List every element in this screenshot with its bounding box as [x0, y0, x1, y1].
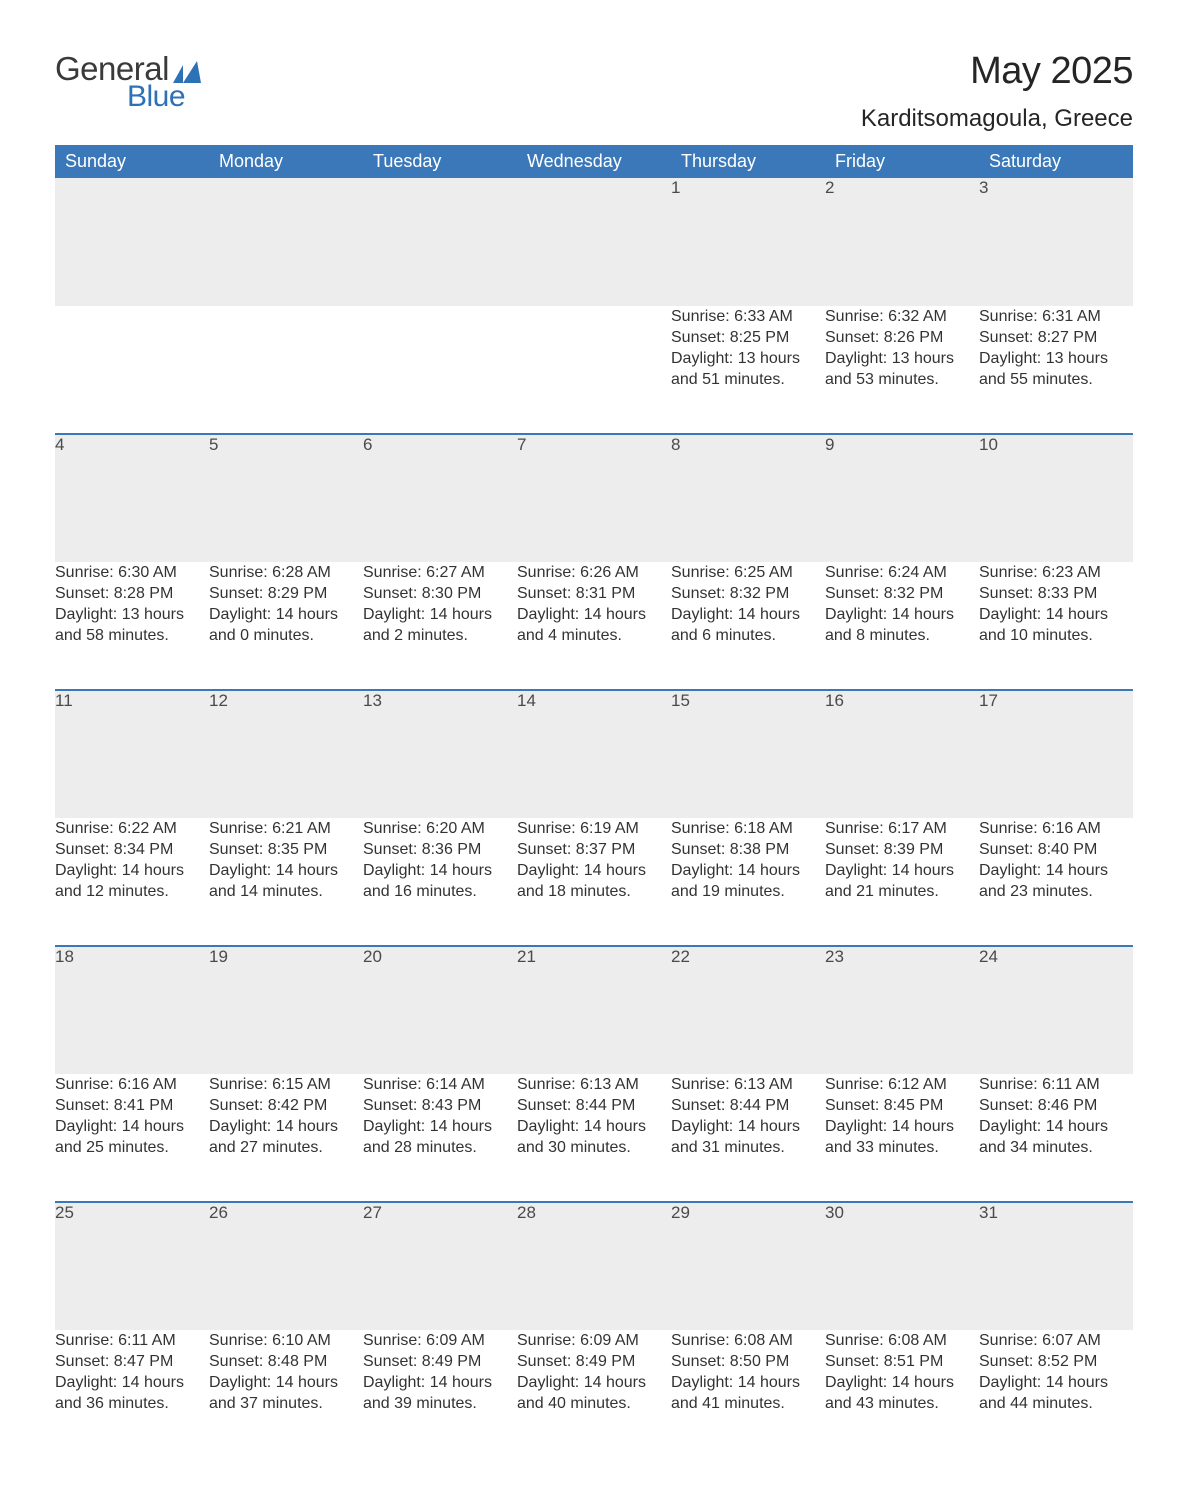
title-block: May 2025 Karditsomagoula, Greece [861, 50, 1133, 133]
day-content-cell: Sunrise: 6:13 AMSunset: 8:44 PMDaylight:… [517, 1074, 671, 1202]
day-number-cell: 27 [363, 1202, 517, 1330]
day-content-cell: Sunrise: 6:09 AMSunset: 8:49 PMDaylight:… [363, 1330, 517, 1458]
day-content-cell: Sunrise: 6:15 AMSunset: 8:42 PMDaylight:… [209, 1074, 363, 1202]
weekday-header: Thursday [671, 145, 825, 178]
day-content-row: Sunrise: 6:33 AMSunset: 8:25 PMDaylight:… [55, 306, 1133, 434]
day-content-cell: Sunrise: 6:13 AMSunset: 8:44 PMDaylight:… [671, 1074, 825, 1202]
day-number-cell: 29 [671, 1202, 825, 1330]
day-content-cell [363, 306, 517, 434]
day-number-cell: 4 [55, 434, 209, 562]
day-content-cell: Sunrise: 6:27 AMSunset: 8:30 PMDaylight:… [363, 562, 517, 690]
day-number-cell: 18 [55, 946, 209, 1074]
day-content-cell: Sunrise: 6:19 AMSunset: 8:37 PMDaylight:… [517, 818, 671, 946]
weekday-header: Sunday [55, 145, 209, 178]
header-row: General Blue May 2025 Karditsomagoula, G… [55, 50, 1133, 133]
day-content-cell: Sunrise: 6:26 AMSunset: 8:31 PMDaylight:… [517, 562, 671, 690]
day-number-cell: 10 [979, 434, 1133, 562]
day-number-cell: 24 [979, 946, 1133, 1074]
day-number-cell: 6 [363, 434, 517, 562]
day-number-cell: 2 [825, 178, 979, 306]
day-content-cell: Sunrise: 6:32 AMSunset: 8:26 PMDaylight:… [825, 306, 979, 434]
day-number-cell [55, 178, 209, 306]
weekday-header: Tuesday [363, 145, 517, 178]
day-number-cell: 20 [363, 946, 517, 1074]
calendar-table: SundayMondayTuesdayWednesdayThursdayFrid… [55, 145, 1133, 1458]
weekday-header: Friday [825, 145, 979, 178]
day-number-cell: 21 [517, 946, 671, 1074]
day-content-row: Sunrise: 6:30 AMSunset: 8:28 PMDaylight:… [55, 562, 1133, 690]
day-number-cell: 14 [517, 690, 671, 818]
weekday-header: Wednesday [517, 145, 671, 178]
day-content-cell [209, 306, 363, 434]
day-content-cell: Sunrise: 6:20 AMSunset: 8:36 PMDaylight:… [363, 818, 517, 946]
day-content-cell: Sunrise: 6:14 AMSunset: 8:43 PMDaylight:… [363, 1074, 517, 1202]
weekday-header: Saturday [979, 145, 1133, 178]
day-number-cell: 22 [671, 946, 825, 1074]
day-content-cell: Sunrise: 6:16 AMSunset: 8:41 PMDaylight:… [55, 1074, 209, 1202]
day-number-cell: 23 [825, 946, 979, 1074]
day-number-cell: 3 [979, 178, 1133, 306]
day-content-cell: Sunrise: 6:18 AMSunset: 8:38 PMDaylight:… [671, 818, 825, 946]
day-number-row: 11121314151617 [55, 690, 1133, 818]
day-content-cell: Sunrise: 6:08 AMSunset: 8:51 PMDaylight:… [825, 1330, 979, 1458]
day-number-cell: 11 [55, 690, 209, 818]
day-content-cell: Sunrise: 6:16 AMSunset: 8:40 PMDaylight:… [979, 818, 1133, 946]
day-number-row: 18192021222324 [55, 946, 1133, 1074]
day-number-cell: 25 [55, 1202, 209, 1330]
day-number-cell [517, 178, 671, 306]
day-content-row: Sunrise: 6:11 AMSunset: 8:47 PMDaylight:… [55, 1330, 1133, 1458]
day-content-cell: Sunrise: 6:10 AMSunset: 8:48 PMDaylight:… [209, 1330, 363, 1458]
day-content-cell: Sunrise: 6:30 AMSunset: 8:28 PMDaylight:… [55, 562, 209, 690]
weekday-header-row: SundayMondayTuesdayWednesdayThursdayFrid… [55, 145, 1133, 178]
day-content-cell: Sunrise: 6:31 AMSunset: 8:27 PMDaylight:… [979, 306, 1133, 434]
day-number-cell: 16 [825, 690, 979, 818]
day-content-cell: Sunrise: 6:33 AMSunset: 8:25 PMDaylight:… [671, 306, 825, 434]
logo-triangle-icon [173, 61, 201, 83]
day-content-cell: Sunrise: 6:09 AMSunset: 8:49 PMDaylight:… [517, 1330, 671, 1458]
day-number-cell: 7 [517, 434, 671, 562]
day-number-row: 123 [55, 178, 1133, 306]
day-content-cell: Sunrise: 6:17 AMSunset: 8:39 PMDaylight:… [825, 818, 979, 946]
day-number-cell: 9 [825, 434, 979, 562]
day-content-cell: Sunrise: 6:22 AMSunset: 8:34 PMDaylight:… [55, 818, 209, 946]
day-number-cell: 5 [209, 434, 363, 562]
logo: General Blue [55, 50, 201, 114]
day-content-cell: Sunrise: 6:24 AMSunset: 8:32 PMDaylight:… [825, 562, 979, 690]
weekday-header: Monday [209, 145, 363, 178]
day-number-cell: 15 [671, 690, 825, 818]
day-content-cell: Sunrise: 6:11 AMSunset: 8:46 PMDaylight:… [979, 1074, 1133, 1202]
day-content-cell: Sunrise: 6:28 AMSunset: 8:29 PMDaylight:… [209, 562, 363, 690]
day-number-cell: 28 [517, 1202, 671, 1330]
day-number-cell: 13 [363, 690, 517, 818]
day-content-cell [55, 306, 209, 434]
day-content-cell: Sunrise: 6:11 AMSunset: 8:47 PMDaylight:… [55, 1330, 209, 1458]
logo-word-blue: Blue [127, 80, 185, 114]
day-number-cell [209, 178, 363, 306]
day-content-cell: Sunrise: 6:07 AMSunset: 8:52 PMDaylight:… [979, 1330, 1133, 1458]
day-content-cell: Sunrise: 6:23 AMSunset: 8:33 PMDaylight:… [979, 562, 1133, 690]
day-content-row: Sunrise: 6:22 AMSunset: 8:34 PMDaylight:… [55, 818, 1133, 946]
day-number-cell: 17 [979, 690, 1133, 818]
day-number-cell: 31 [979, 1202, 1133, 1330]
day-number-cell: 26 [209, 1202, 363, 1330]
day-number-cell: 19 [209, 946, 363, 1074]
day-content-cell: Sunrise: 6:08 AMSunset: 8:50 PMDaylight:… [671, 1330, 825, 1458]
day-number-cell [363, 178, 517, 306]
day-content-row: Sunrise: 6:16 AMSunset: 8:41 PMDaylight:… [55, 1074, 1133, 1202]
day-number-cell: 12 [209, 690, 363, 818]
day-number-row: 45678910 [55, 434, 1133, 562]
day-content-cell: Sunrise: 6:21 AMSunset: 8:35 PMDaylight:… [209, 818, 363, 946]
day-number-row: 25262728293031 [55, 1202, 1133, 1330]
day-number-cell: 30 [825, 1202, 979, 1330]
day-content-cell: Sunrise: 6:25 AMSunset: 8:32 PMDaylight:… [671, 562, 825, 690]
day-number-cell: 8 [671, 434, 825, 562]
day-content-cell: Sunrise: 6:12 AMSunset: 8:45 PMDaylight:… [825, 1074, 979, 1202]
location: Karditsomagoula, Greece [861, 105, 1133, 133]
page-title: May 2025 [861, 50, 1133, 93]
day-number-cell: 1 [671, 178, 825, 306]
day-content-cell [517, 306, 671, 434]
